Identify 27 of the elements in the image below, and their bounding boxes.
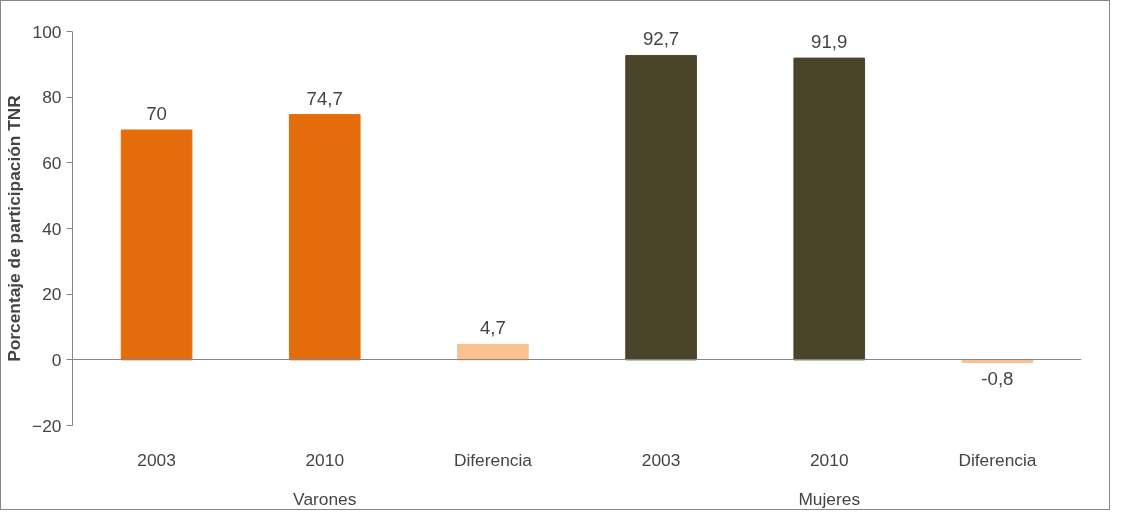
y-tick-label: 40 <box>42 218 62 239</box>
y-tick-label: 0 <box>51 349 62 370</box>
y-tick-label: 100 <box>32 21 62 42</box>
x-tick-label: Diferencia <box>453 449 533 470</box>
data-label: 74,7 <box>306 87 343 109</box>
y-tick-label: −20 <box>32 415 62 436</box>
x-tick-label: 2003 <box>137 449 176 470</box>
data-label: 4,7 <box>479 317 506 339</box>
y-tick-label: 80 <box>42 87 62 108</box>
bar <box>120 129 193 361</box>
y-axis-title: Porcentaje de participación TNR <box>4 94 25 362</box>
bar <box>793 57 866 361</box>
bar <box>457 343 529 361</box>
data-label: 70 <box>146 103 167 124</box>
data-label: 92,7 <box>642 28 680 50</box>
bar <box>625 54 697 361</box>
text: Varones <box>293 488 357 509</box>
x-tick-label: Diferencia <box>958 449 1037 470</box>
data-label: 91,9 <box>811 31 848 53</box>
y-tick-label: 20 <box>42 284 62 305</box>
data-label: -0,8 <box>981 368 1014 390</box>
text: Mujeres <box>798 488 861 509</box>
bar <box>288 114 361 361</box>
x-tick-label: 2010 <box>809 449 849 470</box>
x-tick-label: 2003 <box>641 449 681 470</box>
x-tick-label: 2010 <box>305 449 345 470</box>
y-tick-label: 60 <box>42 152 62 173</box>
